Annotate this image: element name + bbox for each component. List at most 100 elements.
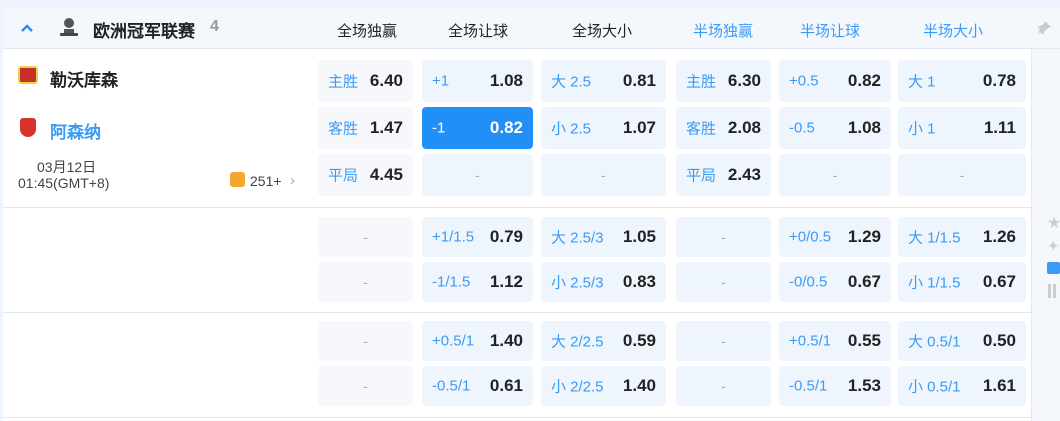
odds-label: -0.5/1: [432, 377, 471, 395]
odds-label: -0/0.5: [789, 273, 828, 291]
odds-label: -0.5/1: [789, 377, 828, 395]
odds-value: 0.82: [489, 118, 523, 137]
odds-cell: -: [898, 154, 1026, 196]
odds-cell[interactable]: -0.5/1 1.53: [779, 366, 891, 406]
odds-label: 大 2.5: [551, 73, 592, 91]
odds-cell[interactable]: 平局 2.43: [676, 154, 771, 196]
away-team-name[interactable]: 阿森纳: [50, 123, 101, 142]
odds-value: 0.67: [847, 272, 881, 291]
odds-label: -0.5: [789, 119, 815, 137]
odds-cell[interactable]: 小 2/2.5 1.40: [541, 366, 666, 406]
odds-cell: -: [676, 262, 771, 302]
odds-value: 0.82: [847, 71, 881, 90]
odds-cell[interactable]: 大 2.5/3 1.05: [541, 217, 666, 257]
odds-label: 大 1: [908, 73, 936, 91]
odds-cell[interactable]: -0/0.5 0.67: [779, 262, 891, 302]
odds-cell: -: [676, 366, 771, 406]
odds-label: 小 2/2.5: [551, 378, 604, 396]
odds-label: 平局: [686, 167, 717, 185]
odds-cell[interactable]: 大 1/1.5 1.26: [898, 217, 1026, 257]
league-header: [3, 8, 1060, 49]
odds-label: -1/1.5: [432, 273, 471, 291]
odds-cell[interactable]: 主胜 6.40: [318, 60, 413, 102]
odds-label: 大 1/1.5: [908, 229, 961, 247]
score-icon[interactable]: [1047, 262, 1060, 274]
odds-label: 大 0.5/1: [908, 333, 961, 351]
odds-cell[interactable]: -0.5/1 0.61: [422, 366, 533, 406]
match-time: 01:45(GMT+8): [18, 175, 110, 191]
odds-cell[interactable]: +0.5/1 1.40: [422, 321, 533, 361]
odds-value: 1.08: [847, 118, 881, 137]
odds-cell[interactable]: +0/0.5 1.29: [779, 217, 891, 257]
divider: [1031, 49, 1032, 421]
empty-odds: -: [721, 378, 726, 394]
more-markets-count[interactable]: 251+: [250, 173, 282, 189]
odds-label: 客胜: [686, 120, 717, 138]
odds-cell[interactable]: -0.5 1.08: [779, 107, 891, 149]
odds-value: 1.40: [622, 376, 656, 395]
odds-label: -1: [432, 119, 446, 137]
odds-cell[interactable]: -1 0.82: [422, 107, 533, 149]
home-team-name[interactable]: 勒沃库森: [50, 71, 118, 90]
league-name: 欧洲冠军联赛: [93, 22, 195, 41]
odds-value: 0.78: [982, 71, 1016, 90]
odds-label: +1: [432, 72, 450, 90]
column-header: 半场让球: [799, 23, 861, 40]
odds-value: 1.05: [622, 227, 656, 246]
odds-cell[interactable]: 客胜 1.47: [318, 107, 413, 149]
odds-cell[interactable]: 大 2.5 0.81: [541, 60, 666, 102]
odds-value: 1.53: [847, 376, 881, 395]
home-team-logo-icon: [18, 66, 38, 84]
odds-cell: -: [541, 154, 666, 196]
empty-odds: -: [721, 229, 726, 245]
odds-cell[interactable]: 小 0.5/1 1.61: [898, 366, 1026, 406]
empty-odds: -: [363, 274, 368, 290]
odds-cell[interactable]: 小 2.5/3 0.83: [541, 262, 666, 302]
divider: [3, 312, 1031, 313]
odds-value: 0.67: [982, 272, 1016, 291]
odds-cell[interactable]: 大 0.5/1 0.50: [898, 321, 1026, 361]
odds-cell: -: [676, 321, 771, 361]
odds-cell[interactable]: 大 1 0.78: [898, 60, 1026, 102]
collapse-chevron-icon[interactable]: [20, 20, 34, 34]
odds-label: +0/0.5: [789, 228, 832, 246]
odds-label: 主胜: [328, 73, 359, 91]
odds-cell[interactable]: 客胜 2.08: [676, 107, 771, 149]
pin-icon[interactable]: ✦: [1047, 238, 1060, 255]
odds-cell[interactable]: +0.5 0.82: [779, 60, 891, 102]
odds-cell: -: [318, 321, 413, 361]
odds-value: 1.47: [369, 118, 403, 137]
odds-value: 1.29: [847, 227, 881, 246]
odds-value: 0.61: [489, 376, 523, 395]
odds-label: 客胜: [328, 120, 359, 138]
odds-value: 0.59: [622, 331, 656, 350]
odds-label: +0.5: [789, 72, 819, 90]
empty-odds: -: [363, 333, 368, 349]
odds-label: 大 2/2.5: [551, 333, 604, 351]
odds-cell[interactable]: 大 2/2.5 0.59: [541, 321, 666, 361]
odds-value: 0.50: [982, 331, 1016, 350]
odds-value: 2.43: [727, 165, 761, 184]
pin-icon[interactable]: [1036, 20, 1052, 41]
odds-cell[interactable]: 主胜 6.30: [676, 60, 771, 102]
odds-cell[interactable]: +1 1.08: [422, 60, 533, 102]
odds-cell[interactable]: 小 1 1.11: [898, 107, 1026, 149]
odds-cell[interactable]: +0.5/1 0.55: [779, 321, 891, 361]
odds-label: +1/1.5: [432, 228, 475, 246]
empty-odds: -: [475, 167, 480, 183]
star-icon[interactable]: ★: [1047, 215, 1060, 232]
odds-cell[interactable]: 小 1/1.5 0.67: [898, 262, 1026, 302]
empty-odds: -: [959, 167, 965, 183]
stats-icon[interactable]: [1048, 284, 1060, 298]
odds-value: 1.12: [489, 272, 523, 291]
column-header: 半场大小: [922, 23, 984, 40]
odds-cell[interactable]: +1/1.5 0.79: [422, 217, 533, 257]
odds-cell[interactable]: 平局 4.45: [318, 154, 413, 196]
odds-label: 小 2.5: [551, 120, 592, 138]
chevron-right-icon[interactable]: ›: [290, 172, 295, 189]
odds-value: 1.40: [489, 331, 523, 350]
odds-cell[interactable]: -1/1.5 1.12: [422, 262, 533, 302]
match-date: 03月12日: [37, 159, 97, 175]
empty-odds: -: [721, 333, 726, 349]
odds-cell[interactable]: 小 2.5 1.07: [541, 107, 666, 149]
